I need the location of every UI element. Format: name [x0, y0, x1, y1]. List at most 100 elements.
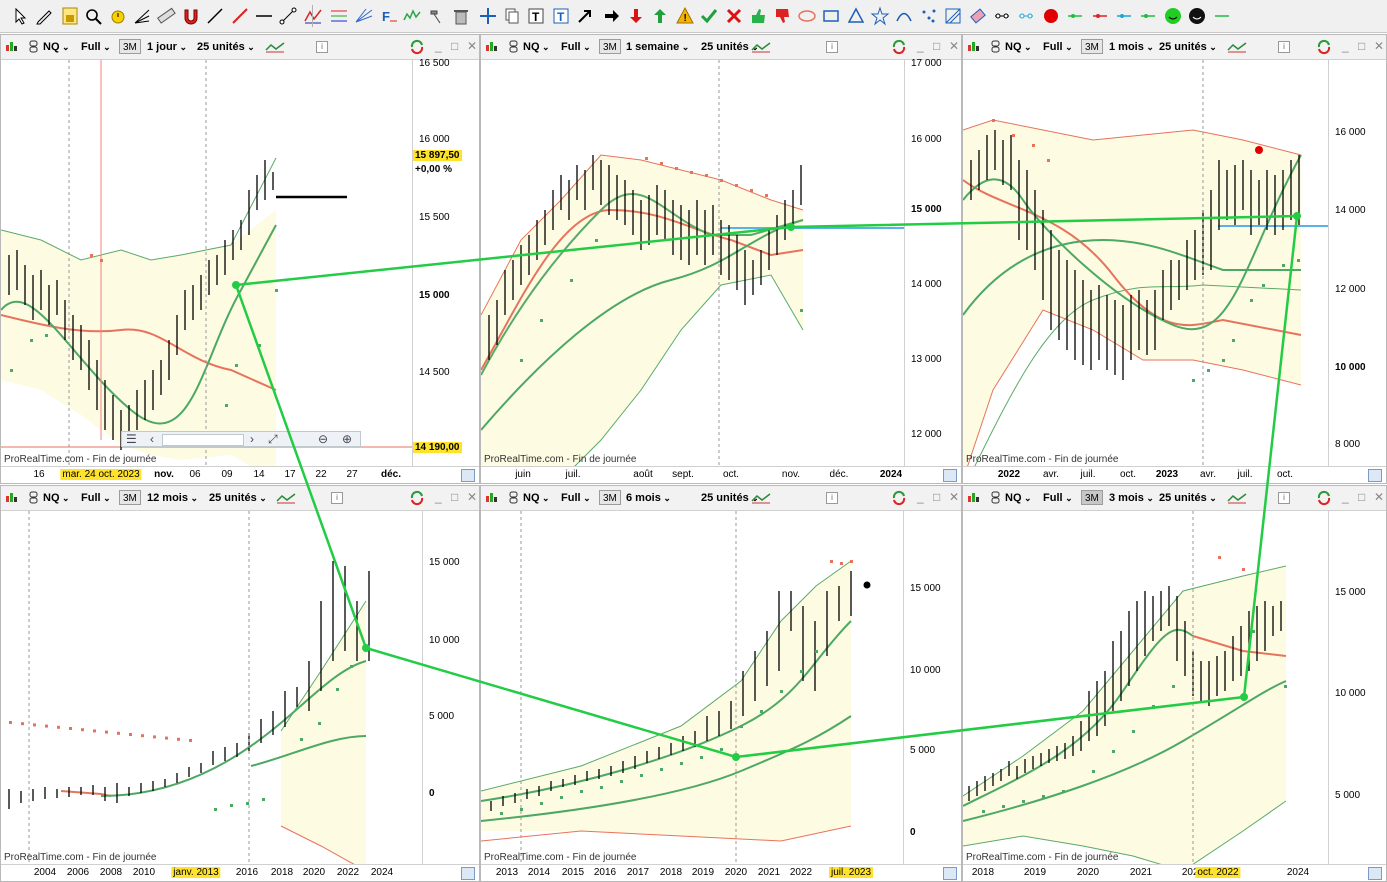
segment-icon[interactable]: [278, 6, 298, 26]
chart-type-icon[interactable]: [5, 40, 19, 54]
price-chart[interactable]: [481, 60, 907, 469]
maximize-icon[interactable]: □: [451, 39, 459, 53]
close-icon[interactable]: ✕: [949, 490, 960, 504]
symbol-selector[interactable]: NQ ⌄: [523, 39, 550, 55]
wave-icon[interactable]: [402, 6, 422, 26]
period-selector[interactable]: 1 jour ⌄: [147, 39, 187, 55]
price-chart[interactable]: [1, 511, 425, 867]
arrow-up-right-icon[interactable]: [575, 6, 595, 26]
scroll-track[interactable]: [162, 434, 244, 446]
link-icon[interactable]: [507, 40, 521, 54]
chart-type-icon[interactable]: [967, 40, 981, 54]
price-axis[interactable]: 15 000 10 000 5 000 0: [903, 511, 961, 867]
refresh-icon[interactable]: [409, 490, 425, 506]
indicator-icon[interactable]: [265, 40, 285, 54]
text-T-icon[interactable]: T: [526, 6, 546, 26]
thumbs-down-icon[interactable]: [772, 6, 792, 26]
dot-line-blue-icon[interactable]: [1016, 6, 1036, 26]
period-selector[interactable]: 1 mois ⌄: [1109, 39, 1154, 55]
link-icon[interactable]: [27, 40, 41, 54]
time-axis[interactable]: 2018 2019 2020 2021 2022 oct. 2022 2024: [963, 864, 1386, 881]
close-icon[interactable]: ✕: [467, 39, 478, 53]
info-icon[interactable]: i: [1278, 41, 1290, 53]
indicator-icon[interactable]: [1227, 491, 1247, 505]
price-chart[interactable]: [963, 511, 1331, 867]
pointer-icon[interactable]: [10, 6, 30, 26]
link-icon[interactable]: [507, 491, 521, 505]
btn-3m[interactable]: 3M: [1081, 39, 1103, 54]
link-icon[interactable]: [989, 491, 1003, 505]
symbol-selector[interactable]: NQ ⌄: [523, 490, 550, 506]
minimize-icon[interactable]: _: [435, 490, 442, 504]
horizontal-line-icon[interactable]: [254, 6, 274, 26]
symbol-selector[interactable]: NQ ⌄: [43, 39, 70, 55]
cross-icon[interactable]: [724, 6, 744, 26]
mode-selector[interactable]: Full ⌄: [81, 39, 111, 55]
btn-3m[interactable]: 3M: [119, 39, 141, 54]
minimize-icon[interactable]: _: [917, 490, 924, 504]
refresh-icon[interactable]: [1316, 39, 1332, 55]
close-icon[interactable]: ✕: [1374, 490, 1385, 504]
units-selector[interactable]: 25 unités ⌄: [209, 490, 267, 506]
time-axis[interactable]: 2022 avr. juil. oct. 2023 avr. juil. oct.: [963, 466, 1386, 483]
chart-type-icon[interactable]: [967, 491, 981, 505]
green-line-icon[interactable]: [1065, 6, 1085, 26]
minimize-icon[interactable]: _: [1342, 39, 1349, 53]
magnet-icon[interactable]: [181, 6, 201, 26]
close-icon[interactable]: ✕: [949, 39, 960, 53]
red-line-icon[interactable]: [1090, 6, 1110, 26]
chart-type-icon[interactable]: [485, 40, 499, 54]
indicator-icon[interactable]: [1227, 40, 1247, 54]
symbol-selector[interactable]: NQ ⌄: [1005, 39, 1032, 55]
alarm-icon[interactable]: [108, 6, 128, 26]
cyan-line-icon[interactable]: [1114, 6, 1134, 26]
close-icon[interactable]: ✕: [467, 490, 478, 504]
pencil-icon[interactable]: [34, 6, 54, 26]
info-icon[interactable]: i: [826, 41, 838, 53]
time-axis[interactable]: 2013 2014 2015 2016 2017 2018 2019 2020 2021 2022…: [481, 864, 961, 881]
close-icon[interactable]: ✕: [1374, 39, 1385, 53]
maximize-icon[interactable]: □: [1358, 490, 1366, 504]
red-circle-icon[interactable]: [1041, 6, 1061, 26]
price-axis[interactable]: 17 000 16 000 15 000 14 000 13 000 12 000: [904, 58, 961, 469]
green-line2-icon[interactable]: [1138, 6, 1158, 26]
minimize-icon[interactable]: _: [917, 39, 924, 53]
maximize-icon[interactable]: □: [1358, 39, 1366, 53]
rectangle-icon[interactable]: [821, 6, 841, 26]
arrow-down-icon[interactable]: [626, 6, 646, 26]
period-selector[interactable]: 3 mois ⌄: [1109, 490, 1154, 506]
menu-icon[interactable]: ☰: [126, 432, 137, 446]
trendline-icon[interactable]: [230, 6, 250, 26]
refresh-icon[interactable]: [891, 490, 907, 506]
arrow-up-icon[interactable]: [650, 6, 670, 26]
warning-icon[interactable]: !: [675, 6, 695, 26]
scroll-to-end-button[interactable]: [943, 867, 957, 880]
btn-3m[interactable]: 3M: [1081, 490, 1103, 505]
time-axis[interactable]: 16 mar. 24 oct. 2023 nov. 06 09 14 17 22 27 déc.: [1, 466, 479, 483]
symbol-selector[interactable]: NQ ⌄: [1005, 490, 1032, 506]
maximize-icon[interactable]: □: [933, 490, 941, 504]
period-selector[interactable]: 12 mois ⌄: [147, 490, 198, 506]
refresh-icon[interactable]: [891, 39, 907, 55]
chart-type-icon[interactable]: [485, 491, 499, 505]
red-dot-marker[interactable]: [1255, 146, 1263, 154]
magnifier-icon[interactable]: [83, 6, 103, 26]
refresh-icon[interactable]: [409, 39, 425, 55]
time-axis[interactable]: juin juil. août sept. oct. nov. déc. 2024: [481, 466, 961, 483]
scroll-to-end-button[interactable]: [943, 469, 957, 482]
ruler-icon[interactable]: [156, 6, 177, 26]
price-chart[interactable]: [1, 60, 415, 469]
price-axis[interactable]: 16 000 14 000 12 000 10 000 8 000: [1328, 60, 1386, 469]
pitchfork-icon[interactable]: [354, 6, 374, 26]
units-selector[interactable]: 25 unités ⌄: [1159, 490, 1217, 506]
trash-icon[interactable]: [451, 6, 471, 26]
refresh-icon[interactable]: [1316, 490, 1332, 506]
chart-type-icon[interactable]: [5, 491, 19, 505]
units-selector[interactable]: 25 unités ⌄: [197, 39, 255, 55]
info-icon[interactable]: i: [331, 492, 343, 504]
btn-3m[interactable]: 3M: [119, 490, 141, 505]
scroll-right-icon[interactable]: ›: [250, 432, 254, 446]
mode-selector[interactable]: Full ⌄: [81, 490, 111, 506]
maximize-icon[interactable]: □: [933, 39, 941, 53]
move-icon[interactable]: [478, 6, 498, 26]
